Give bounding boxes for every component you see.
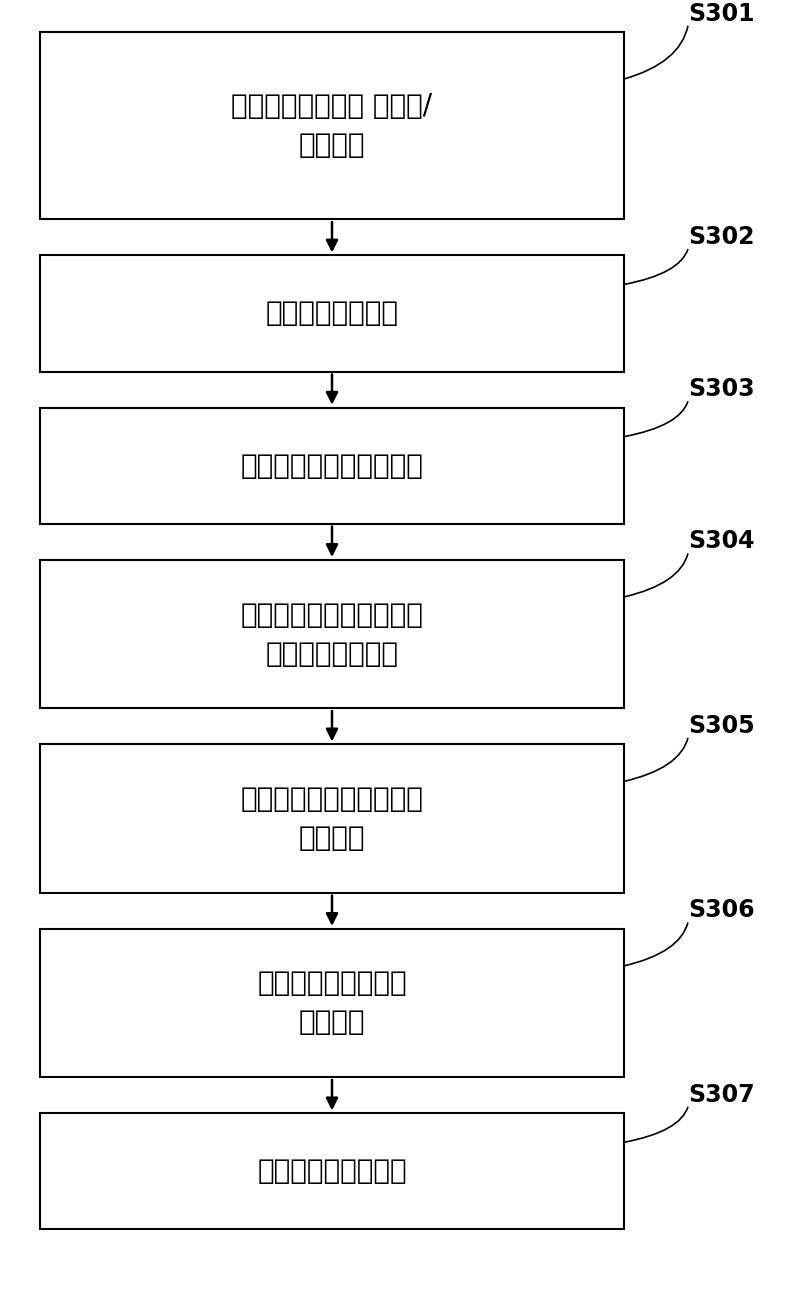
Text: S304: S304 [688,529,754,553]
Text: 清除乘客的乘车记录: 清除乘客的乘车记录 [257,1157,407,1186]
Bar [40,255,624,372]
Bar [40,560,624,708]
Bar [40,32,624,219]
Text: 按照预设计费模式计算各
方乘客的乘车费用: 按照预设计费模式计算各 方乘客的乘车费用 [241,601,423,667]
Text: 记录各方乘客的乘车里程: 记录各方乘客的乘车里程 [241,451,423,480]
Bar [40,408,624,524]
Text: S307: S307 [688,1082,754,1107]
Text: S301: S301 [688,1,754,26]
Text: S306: S306 [688,898,754,922]
Bar [40,1113,624,1229]
Text: 显示车内乘客信息: 显示车内乘客信息 [266,299,398,328]
Bar [40,744,624,893]
Text: 为各方乘客分别打印
报销凭证: 为各方乘客分别打印 报销凭证 [257,970,407,1036]
Text: 根据各方乘客的交易金额
分别计税: 根据各方乘客的交易金额 分别计税 [241,786,423,851]
Text: S303: S303 [688,377,754,401]
Text: 设定路程的起点、 终点和/
或途径点: 设定路程的起点、 终点和/ 或途径点 [231,93,433,159]
Text: S302: S302 [688,224,754,249]
Bar [40,929,624,1077]
Text: S305: S305 [688,713,754,738]
